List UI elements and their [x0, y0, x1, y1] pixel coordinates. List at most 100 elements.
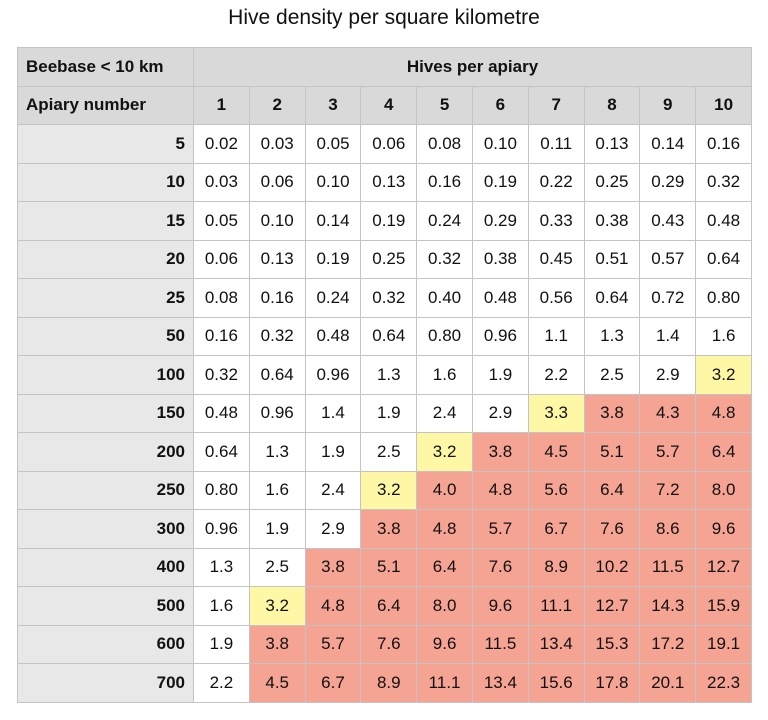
row-label: 150 — [17, 393, 194, 433]
cell: 1.1 — [527, 316, 585, 356]
cell: 2.2 — [193, 663, 250, 703]
column-header: 5 — [416, 85, 473, 125]
cell: 5.1 — [583, 432, 641, 472]
cell: 3.8 — [304, 547, 362, 587]
cell: 0.80 — [416, 316, 473, 356]
cell: 2.9 — [304, 509, 362, 549]
cell: 2.5 — [360, 432, 418, 472]
row-label: 20 — [17, 239, 194, 279]
cell: 0.96 — [193, 509, 250, 549]
cell: 0.48 — [193, 393, 250, 433]
cell: 0.08 — [416, 124, 473, 164]
table-row: 25 0.08 0.16 0.24 0.32 0.40 0.48 0.56 0.64 0.72 0.… — [17, 278, 752, 318]
cell: 0.64 — [193, 432, 250, 472]
cell: 1.4 — [639, 316, 697, 356]
cell: 4.0 — [416, 470, 473, 510]
cell: 8.0 — [695, 470, 752, 510]
cell: 0.03 — [193, 162, 250, 202]
cell: 0.16 — [416, 162, 473, 202]
cell: 0.11 — [527, 124, 585, 164]
cell: 4.8 — [471, 470, 529, 510]
table-row: 500 1.6 3.2 4.8 6.4 8.0 9.6 11.1 12.7 14.3 15.9 — [17, 586, 752, 626]
cell: 9.6 — [695, 509, 752, 549]
cell: 2.4 — [416, 393, 473, 433]
cell: 11.5 — [639, 547, 697, 587]
density-table: Beebase < 10 km Hives per apiary Apiary … — [17, 47, 752, 703]
cell: 12.7 — [583, 586, 641, 626]
cell: 0.29 — [639, 162, 697, 202]
cell: 0.51 — [583, 239, 641, 279]
cell: 7.2 — [639, 470, 697, 510]
cell: 2.5 — [248, 547, 306, 587]
cell: 1.9 — [304, 432, 362, 472]
table-row: 15 0.05 0.10 0.14 0.19 0.24 0.29 0.33 0.38 0.43 0.… — [17, 201, 752, 241]
cell: 3.8 — [360, 509, 418, 549]
column-header: 8 — [583, 85, 641, 125]
cell: 3.3 — [527, 393, 585, 433]
cell: 4.8 — [416, 509, 473, 549]
cell: 0.48 — [695, 201, 752, 241]
cell: 3.8 — [248, 624, 306, 664]
cell: 0.16 — [193, 316, 250, 356]
column-header: 6 — [471, 85, 529, 125]
cell: 1.9 — [360, 393, 418, 433]
row-label: 50 — [17, 316, 194, 356]
cell: 2.4 — [304, 470, 362, 510]
cell: 0.32 — [416, 239, 473, 279]
column-header: 2 — [248, 85, 306, 125]
cell: 1.9 — [193, 624, 250, 664]
cell: 0.57 — [639, 239, 697, 279]
cell: 0.06 — [193, 239, 250, 279]
cell: 0.96 — [248, 393, 306, 433]
cell: 0.22 — [527, 162, 585, 202]
table-row: 250 0.80 1.6 2.4 3.2 4.0 4.8 5.6 6.4 7.2 8.0 — [17, 470, 752, 510]
cell: 6.4 — [583, 470, 641, 510]
cell: 15.3 — [583, 624, 641, 664]
cell: 1.9 — [471, 355, 529, 395]
cell: 0.10 — [471, 124, 529, 164]
table-row: 700 2.2 4.5 6.7 8.9 11.1 13.4 15.6 17.8 20.1 22.3 — [17, 663, 752, 703]
cell: 0.05 — [193, 201, 250, 241]
table-row: 50 0.16 0.32 0.48 0.64 0.80 0.96 1.1 1.3 1.4 1.6 — [17, 316, 752, 356]
cell: 3.2 — [360, 470, 418, 510]
cell: 3.2 — [695, 355, 752, 395]
cell: 0.14 — [639, 124, 697, 164]
cell: 8.6 — [639, 509, 697, 549]
cell: 0.06 — [248, 162, 306, 202]
cell: 1.3 — [583, 316, 641, 356]
cell: 4.8 — [695, 393, 752, 433]
cell: 0.19 — [471, 162, 529, 202]
cell: 1.6 — [193, 586, 250, 626]
cell: 0.64 — [248, 355, 306, 395]
column-header: 3 — [304, 85, 362, 125]
cell: 0.19 — [360, 201, 418, 241]
cell: 2.2 — [527, 355, 585, 395]
row-label: 200 — [17, 432, 194, 472]
cell: 0.03 — [248, 124, 306, 164]
cell: 5.7 — [639, 432, 697, 472]
cell: 0.96 — [304, 355, 362, 395]
title: Hive density per square kilometre — [228, 6, 540, 29]
cell: 1.6 — [695, 316, 752, 356]
cell: 5.7 — [471, 509, 529, 549]
row-label: 25 — [17, 278, 194, 318]
cell: 9.6 — [416, 624, 473, 664]
cell: 0.32 — [695, 162, 752, 202]
cell: 0.14 — [304, 201, 362, 241]
cell: 17.2 — [639, 624, 697, 664]
cell: 0.29 — [471, 201, 529, 241]
cell: 0.16 — [695, 124, 752, 164]
cell: 1.3 — [193, 547, 250, 587]
cell: 0.05 — [304, 124, 362, 164]
cell: 2.9 — [471, 393, 529, 433]
cell: 0.10 — [248, 201, 306, 241]
cell: 0.80 — [695, 278, 752, 318]
table-row: 600 1.9 3.8 5.7 7.6 9.6 11.5 13.4 15.3 17.2 19.1 — [17, 624, 752, 664]
cell: 0.13 — [248, 239, 306, 279]
cell: 0.64 — [695, 239, 752, 279]
cell: 12.7 — [695, 547, 752, 587]
cell: 0.19 — [304, 239, 362, 279]
cell: 13.4 — [471, 663, 529, 703]
cell: 0.25 — [360, 239, 418, 279]
cell: 0.38 — [583, 201, 641, 241]
